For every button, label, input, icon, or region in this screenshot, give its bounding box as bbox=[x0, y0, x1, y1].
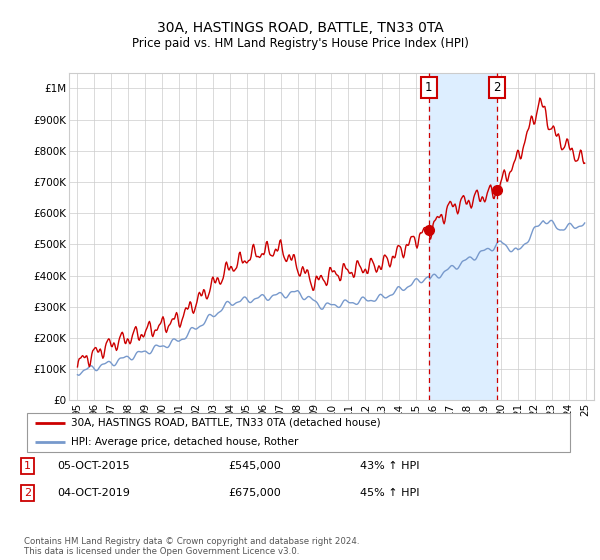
Text: £675,000: £675,000 bbox=[228, 488, 281, 498]
Text: 45% ↑ HPI: 45% ↑ HPI bbox=[360, 488, 419, 498]
Text: Price paid vs. HM Land Registry's House Price Index (HPI): Price paid vs. HM Land Registry's House … bbox=[131, 37, 469, 50]
Text: 1: 1 bbox=[425, 81, 433, 94]
Text: 30A, HASTINGS ROAD, BATTLE, TN33 0TA (detached house): 30A, HASTINGS ROAD, BATTLE, TN33 0TA (de… bbox=[71, 418, 380, 428]
Text: 1: 1 bbox=[24, 461, 31, 471]
Text: Contains HM Land Registry data © Crown copyright and database right 2024.: Contains HM Land Registry data © Crown c… bbox=[24, 538, 359, 547]
Text: 2: 2 bbox=[493, 81, 500, 94]
Text: £545,000: £545,000 bbox=[228, 461, 281, 471]
Text: 2: 2 bbox=[24, 488, 31, 498]
Bar bbox=[429, 73, 497, 400]
Text: 05-OCT-2015: 05-OCT-2015 bbox=[57, 461, 130, 471]
Text: This data is licensed under the Open Government Licence v3.0.: This data is licensed under the Open Gov… bbox=[24, 548, 299, 557]
Text: 30A, HASTINGS ROAD, BATTLE, TN33 0TA: 30A, HASTINGS ROAD, BATTLE, TN33 0TA bbox=[157, 21, 443, 35]
Text: HPI: Average price, detached house, Rother: HPI: Average price, detached house, Roth… bbox=[71, 437, 298, 447]
Text: 43% ↑ HPI: 43% ↑ HPI bbox=[360, 461, 419, 471]
Text: 04-OCT-2019: 04-OCT-2019 bbox=[57, 488, 130, 498]
FancyBboxPatch shape bbox=[27, 413, 571, 452]
